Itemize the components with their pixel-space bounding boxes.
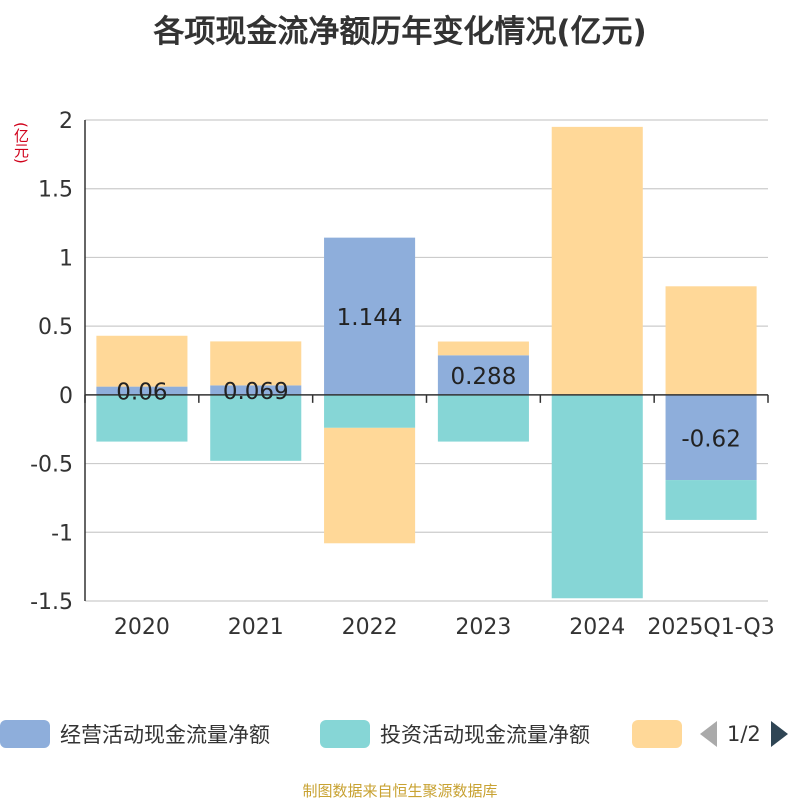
bar <box>210 394 302 461</box>
legend-label-operating: 经营活动现金流量净额 <box>60 723 270 747</box>
bar <box>437 394 529 442</box>
bar <box>665 286 757 395</box>
y-tick-label: 1.5 <box>38 178 73 203</box>
x-tick-label: 2021 <box>228 615 284 640</box>
data-label: 0.288 <box>450 364 516 390</box>
bars <box>96 126 757 599</box>
data-label: 0.069 <box>223 379 289 405</box>
source-note: 制图数据来自恒生聚源数据库 <box>302 782 498 800</box>
legend-pager: 1/2 <box>700 716 788 752</box>
bar <box>210 341 302 386</box>
bar <box>324 394 416 428</box>
grid-lines <box>85 119 768 602</box>
y-tick-label: 0 <box>59 384 73 409</box>
data-labels: 0.06 0.069 1.144 0.288 -0.62 <box>116 305 741 452</box>
pager-next-icon[interactable] <box>770 721 788 747</box>
bar <box>437 341 529 356</box>
legend-swatch-operating <box>0 720 50 748</box>
bar <box>96 335 188 387</box>
y-tick-label: 1 <box>59 246 73 271</box>
legend-item-third[interactable] <box>632 716 682 752</box>
bar <box>324 427 416 544</box>
bar <box>551 126 643 395</box>
bar <box>437 355 529 395</box>
x-tick-label: 2024 <box>569 615 625 640</box>
bar <box>665 394 757 481</box>
data-label: 1.144 <box>337 305 403 331</box>
legend: 经营活动现金流量净额 投资活动现金流量净额 <box>0 716 800 752</box>
x-tick-label: 2023 <box>455 615 511 640</box>
chart-title: 各项现金流净额历年变化情况(亿元) <box>153 14 647 50</box>
x-tick-label: 2025Q1-Q3 <box>647 615 774 640</box>
bar-chart: 2 1.5 1 0.5 0 -0.5 -1 -1.5 2020 2021 2022 2023 2024 2… <box>30 109 775 640</box>
data-label: 0.06 <box>116 380 167 406</box>
legend-label-investing: 投资活动现金流量净额 <box>380 723 590 747</box>
bar <box>96 394 188 442</box>
pager-prev-icon[interactable] <box>700 721 717 747</box>
legend-swatch-investing <box>320 720 370 748</box>
y-tick-label: -0.5 <box>30 453 73 478</box>
legend-swatch-third <box>632 720 682 748</box>
y-axis-label: (亿元) <box>12 122 30 164</box>
x-tick-label: 2022 <box>342 615 398 640</box>
pager-text: 1/2 <box>727 722 761 746</box>
axes: 2 1.5 1 0.5 0 -0.5 -1 -1.5 2020 2021 2022 2023 2024 2… <box>30 109 775 640</box>
bar <box>665 480 757 520</box>
y-tick-label: -1 <box>51 521 73 546</box>
y-tick-label: 2 <box>59 109 73 134</box>
legend-item-operating[interactable]: 经营活动现金流量净额 <box>0 716 270 752</box>
bar <box>551 394 643 599</box>
bar <box>210 385 302 395</box>
y-tick-label: -1.5 <box>30 590 73 615</box>
x-tick-label: 2020 <box>114 615 170 640</box>
y-tick-label: 0.5 <box>38 315 73 340</box>
bar <box>96 386 188 395</box>
bar <box>324 237 416 395</box>
data-label: -0.62 <box>681 426 741 452</box>
legend-item-investing[interactable]: 投资活动现金流量净额 <box>320 716 590 752</box>
